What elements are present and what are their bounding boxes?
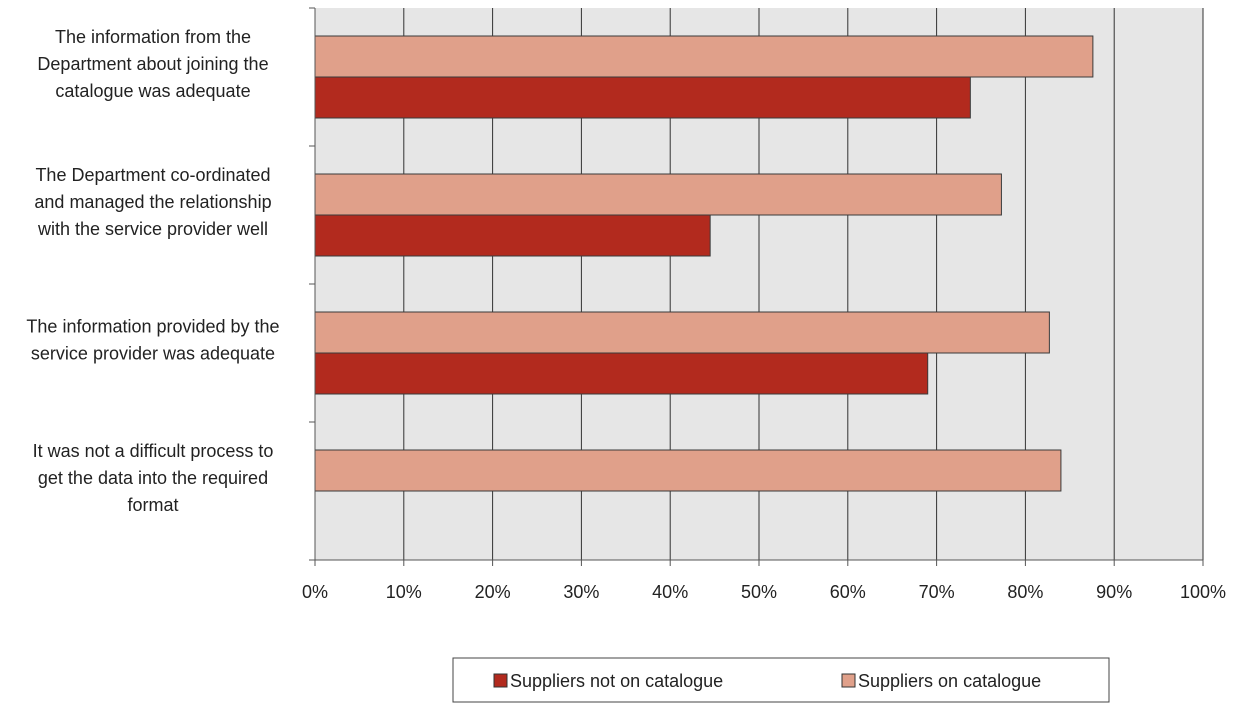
legend-box bbox=[452, 657, 1110, 703]
category-label-line: It was not a difficult process to bbox=[33, 441, 274, 461]
bar-not-on-catalogue bbox=[314, 352, 929, 395]
legend-swatch bbox=[841, 673, 856, 688]
category-label-line: Department about joining the bbox=[37, 54, 268, 74]
category-label-line: with the service provider well bbox=[37, 219, 268, 239]
x-tick-label: 0% bbox=[302, 582, 328, 602]
x-tick-label: 30% bbox=[563, 582, 599, 602]
bar-on-catalogue bbox=[314, 173, 1002, 216]
x-tick-label: 80% bbox=[1007, 582, 1043, 602]
bar-on-catalogue bbox=[314, 311, 1050, 354]
bar-on-catalogue bbox=[314, 449, 1062, 492]
category-label: The Department co-ordinated and managed t… bbox=[34, 165, 271, 239]
bar-on-catalogue bbox=[314, 35, 1094, 78]
category-label: The information provided by the service p… bbox=[26, 317, 279, 364]
category-label-line: catalogue was adequate bbox=[55, 81, 250, 101]
category-label-line: The information from the bbox=[55, 27, 251, 47]
bar-not-on-catalogue bbox=[314, 214, 711, 257]
x-tick-label: 60% bbox=[830, 582, 866, 602]
axes bbox=[309, 7, 1204, 566]
category-label-line: format bbox=[127, 495, 178, 515]
legend-swatch bbox=[493, 673, 508, 688]
x-tick-label: 100% bbox=[1180, 582, 1226, 602]
x-tick-labels: 0% 10% 20% 30% 40% 50% 60% 70% 80% 90% 100% bbox=[302, 582, 1226, 602]
category-label-line: The information provided by the bbox=[26, 317, 279, 337]
legend-label: Suppliers not on catalogue bbox=[510, 671, 723, 691]
x-tick-label: 90% bbox=[1096, 582, 1132, 602]
category-label: The information from the Department about… bbox=[37, 27, 268, 101]
category-label-line: service provider was adequate bbox=[31, 344, 275, 364]
category-labels: The information from the Department about… bbox=[26, 27, 279, 515]
bar-not-on-catalogue bbox=[314, 76, 971, 119]
legend: Suppliers not on catalogue Suppliers on c… bbox=[452, 657, 1110, 703]
category-label-line: The Department co-ordinated bbox=[35, 165, 270, 185]
x-tick-label: 50% bbox=[741, 582, 777, 602]
bars bbox=[314, 35, 1094, 492]
legend-label: Suppliers on catalogue bbox=[858, 671, 1041, 691]
category-label-line: and managed the relationship bbox=[34, 192, 271, 212]
x-tick-label: 40% bbox=[652, 582, 688, 602]
x-tick-label: 70% bbox=[919, 582, 955, 602]
category-label-line: get the data into the required bbox=[38, 468, 268, 488]
x-tick-label: 20% bbox=[475, 582, 511, 602]
x-tick-label: 10% bbox=[386, 582, 422, 602]
category-label: It was not a difficult process to get the… bbox=[33, 441, 274, 515]
